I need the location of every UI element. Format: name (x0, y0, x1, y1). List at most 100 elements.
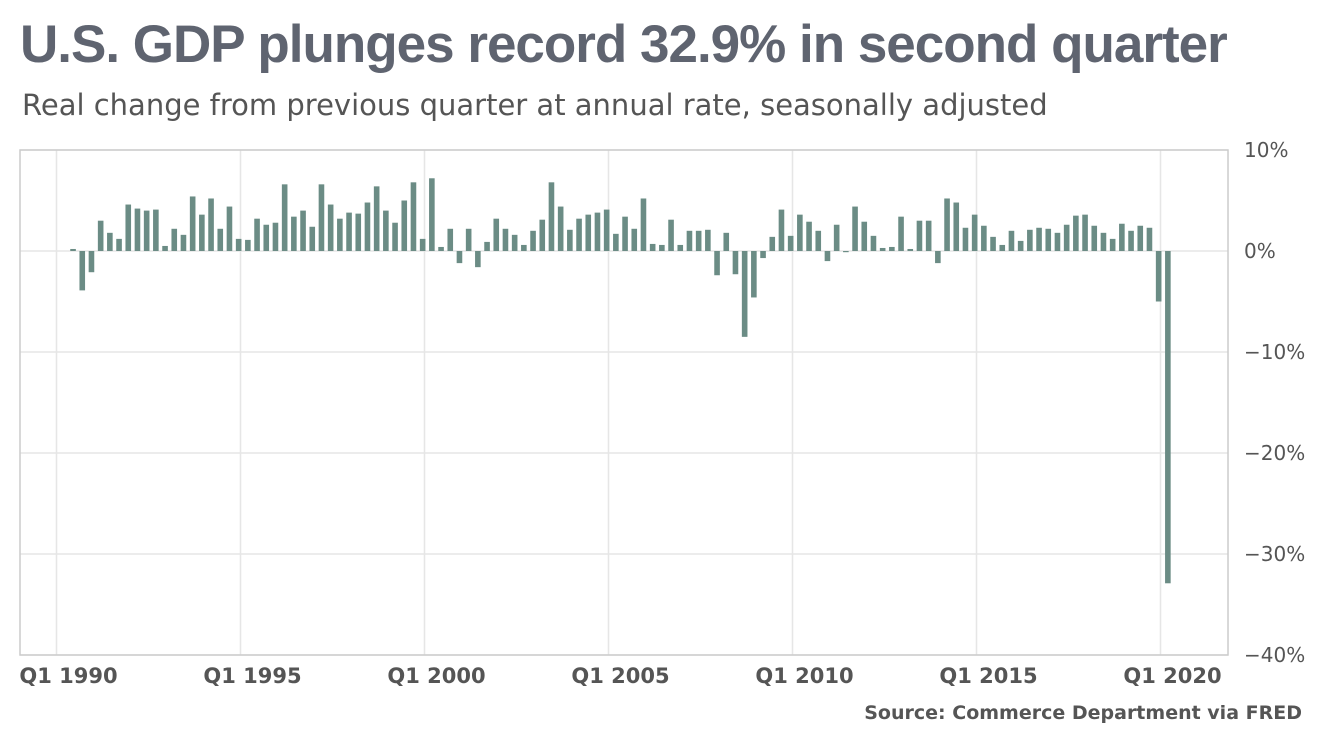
bar (171, 228, 178, 251)
bar (557, 206, 564, 251)
bar (833, 224, 840, 251)
bar (355, 213, 362, 251)
chart-subtitle: Real change from previous quarter at ann… (22, 88, 1048, 122)
y-tick-label: 0% (1244, 239, 1276, 263)
bar (364, 202, 371, 251)
bar (567, 229, 573, 251)
bar (1091, 225, 1098, 251)
bar (935, 251, 941, 264)
chart-title: U.S. GDP plunges record 32.9% in second … (20, 15, 1228, 74)
bar (189, 196, 196, 251)
y-tick-label: −20% (1244, 441, 1305, 465)
x-tick-label: Q1 2000 (387, 664, 485, 688)
bar (401, 200, 408, 251)
y-tick-label: −10% (1244, 340, 1305, 364)
bar (1109, 238, 1116, 251)
bar (493, 218, 500, 251)
bar (291, 216, 297, 251)
bar (337, 218, 343, 251)
bar (511, 234, 518, 251)
bar (475, 251, 481, 268)
bar (594, 212, 601, 251)
bars (70, 178, 1171, 584)
bar (907, 248, 914, 251)
x-axis-labels: Q1 1990 Q1 1995 Q1 2000 Q1 2005 Q1 2010 Q1 20… (19, 664, 1221, 688)
x-tick-label: Q1 1995 (203, 664, 301, 688)
bar (456, 251, 463, 264)
bar (925, 220, 932, 251)
bar (677, 244, 684, 251)
bar (695, 230, 702, 251)
bar (208, 198, 214, 251)
bar (870, 235, 877, 251)
bar (705, 229, 711, 251)
bar (1119, 223, 1125, 251)
bar (1082, 214, 1088, 251)
bar (1063, 224, 1070, 251)
bar (769, 236, 776, 251)
bar (134, 208, 141, 251)
bar (465, 228, 472, 251)
bar (962, 227, 969, 251)
y-tick-label: −40% (1244, 643, 1305, 667)
bar (944, 198, 950, 251)
bar (107, 232, 113, 251)
bar (898, 216, 904, 251)
bar (714, 251, 720, 276)
bar (861, 221, 868, 251)
bar (999, 244, 1006, 251)
bar (953, 202, 960, 251)
bar (603, 209, 610, 251)
bar (1137, 225, 1144, 251)
bar (484, 241, 490, 251)
x-tick-label: Q1 2015 (939, 664, 1037, 688)
bar (392, 222, 398, 251)
bar (879, 247, 886, 251)
bar (410, 182, 417, 251)
bar (88, 251, 95, 273)
bar (447, 228, 454, 251)
bar (815, 230, 822, 251)
source-note: Source: Commerce Department via FRED (864, 702, 1302, 724)
bar (797, 214, 803, 251)
bar (254, 218, 260, 251)
bar (309, 226, 316, 251)
bar (1036, 227, 1042, 251)
bar (659, 244, 665, 251)
bar (649, 243, 656, 251)
bar (327, 204, 334, 251)
bar (1155, 251, 1162, 302)
bar (852, 206, 858, 251)
bar (971, 214, 978, 251)
bar (1008, 230, 1015, 251)
x-tick-label: Q1 1990 (19, 664, 117, 688)
bar (1017, 240, 1024, 251)
bar (824, 251, 831, 262)
bar (502, 228, 509, 251)
bar (116, 238, 122, 251)
bar (162, 245, 168, 251)
bar (981, 225, 987, 251)
bar (631, 228, 638, 251)
x-tick-label: Q1 2020 (1123, 664, 1221, 688)
bar (686, 230, 693, 251)
bar (438, 246, 444, 251)
bar (300, 210, 306, 251)
bar (576, 218, 582, 251)
y-tick-label: 10% (1244, 138, 1288, 162)
bar (723, 232, 730, 251)
bar (640, 198, 647, 251)
bar (1146, 227, 1153, 251)
bar (732, 251, 739, 275)
bar (1073, 215, 1079, 251)
bar (521, 244, 527, 251)
bar (1128, 230, 1134, 251)
bar (419, 238, 426, 251)
bar (916, 220, 923, 251)
bar (548, 182, 555, 251)
bar (199, 214, 205, 251)
bar (263, 224, 270, 251)
bar (180, 234, 187, 251)
bar (153, 209, 159, 251)
